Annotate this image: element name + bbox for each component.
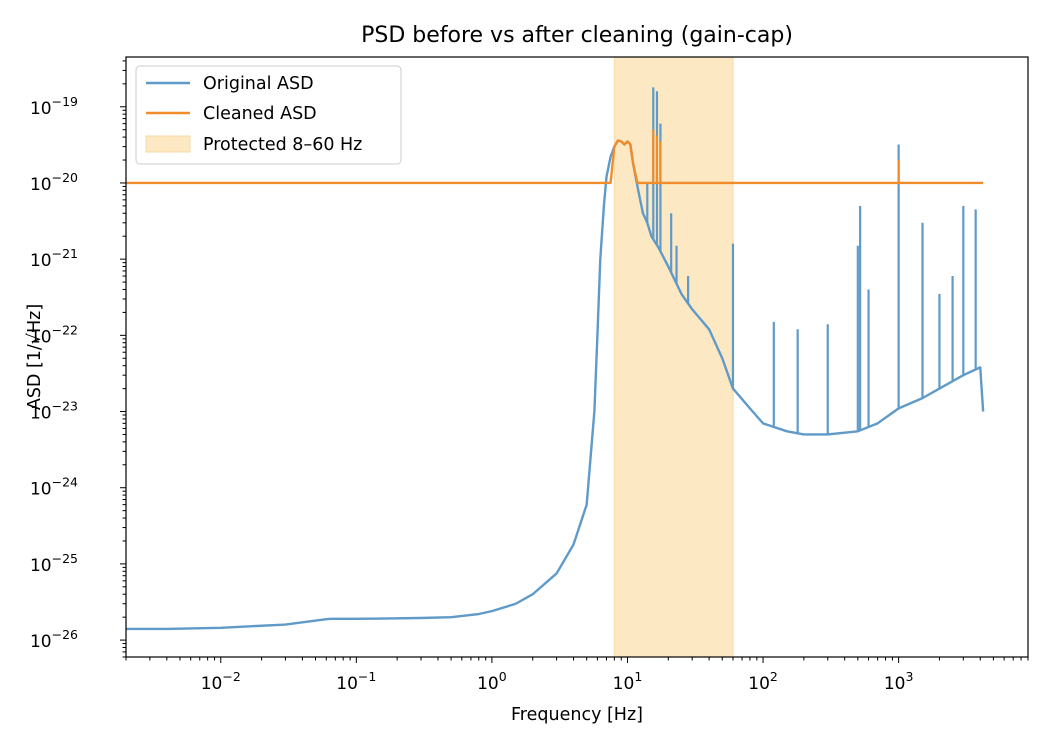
x-tick-label: 102 — [748, 669, 778, 694]
series-cleaned-line — [126, 139, 984, 185]
legend: Original ASD Cleaned ASD Protected 8–60 … — [135, 65, 402, 165]
x-axis-ticks: 10−2 10−1 100 101 102 103 — [125, 657, 1029, 694]
legend-original-label: Original ASD — [203, 74, 314, 94]
x-axis-label: Frequency [Hz] — [511, 705, 643, 725]
y-tick-label: 10−21 — [30, 246, 78, 271]
x-tick-label: 10−2 — [201, 669, 241, 694]
y-tick-label: 10−25 — [30, 551, 78, 576]
x-tick-label: 100 — [477, 669, 507, 694]
legend-band-label: Protected 8–60 Hz — [203, 135, 362, 155]
y-tick-label: 10−23 — [30, 399, 78, 424]
protected-band — [613, 57, 734, 657]
y-tick-label: 10−26 — [30, 627, 78, 652]
series-layer — [126, 87, 985, 631]
x-tick-label: 101 — [613, 669, 643, 694]
y-axis-ticks: 10−26 10−25 10−24 10−23 10−22 10−21 10−20 10−19 — [30, 60, 126, 658]
x-tick-label: 10−1 — [336, 669, 376, 694]
legend-cleaned-label: Cleaned ASD — [203, 104, 317, 124]
y-tick-label: 10−19 — [30, 94, 78, 119]
x-tick-label: 103 — [884, 669, 914, 694]
y-tick-label: 10−24 — [30, 475, 78, 500]
axes-frame — [125, 56, 1029, 658]
plot-area: 10−2 10−1 100 101 102 103 10−2610−2510−2410−2… — [30, 56, 1029, 694]
chart-title: PSD before vs after cleaning (gain-cap) — [361, 23, 793, 48]
y-tick-label: 10−22 — [30, 322, 78, 347]
protected-band-layer — [613, 57, 734, 657]
y-tick-label: 10−20 — [30, 170, 78, 195]
y-axis-label: ASD [1/√Hz] — [25, 304, 45, 410]
series-cleaned — [126, 129, 984, 185]
legend-band-swatch — [145, 135, 191, 153]
legend-box — [135, 65, 402, 165]
